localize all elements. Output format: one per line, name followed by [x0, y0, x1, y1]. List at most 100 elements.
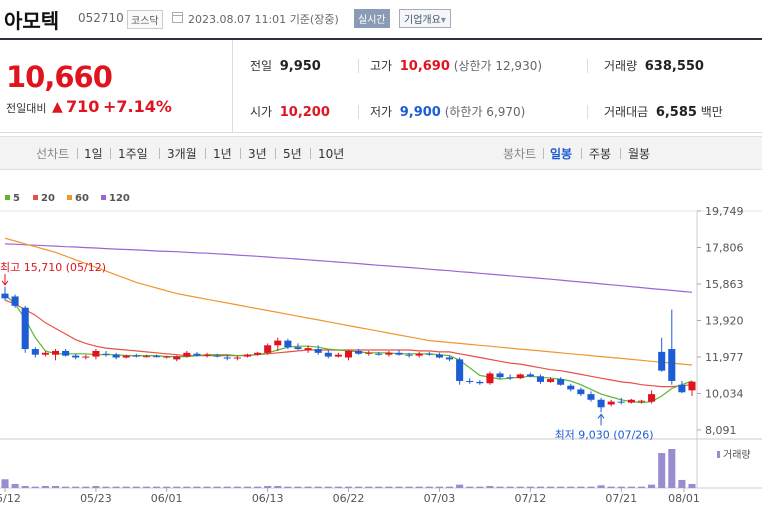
stock-name: 아모텍 — [4, 9, 60, 33]
volume-bar — [607, 486, 615, 488]
candle-body — [456, 359, 464, 381]
volume-bar — [233, 486, 241, 488]
volume-bar — [11, 483, 19, 488]
candle-body — [243, 354, 252, 357]
period-1d[interactable]: 1일 — [84, 147, 103, 161]
market-badge: 코스닥 — [127, 10, 163, 29]
volume-bar — [62, 486, 70, 488]
candle-body — [324, 352, 332, 357]
high-annotation: 최고 15,710 (05/12) — [0, 261, 106, 274]
legend-swatch — [67, 195, 72, 200]
candle-body — [547, 379, 555, 382]
company-info-button[interactable]: 기업개요▾ — [399, 9, 451, 28]
candle-body — [658, 351, 666, 371]
period-divider — [240, 148, 241, 159]
period-1w[interactable]: 1주일 — [118, 147, 148, 161]
candle-weekly[interactable]: 주봉 — [589, 147, 612, 161]
stat-open-label: 시가 — [250, 105, 273, 119]
y-tick-label: 15,863 — [705, 278, 744, 291]
quote-basis: 기준(장중) — [289, 13, 339, 26]
volume-bar — [496, 486, 504, 488]
volume-bar — [445, 486, 454, 488]
volume-bar — [51, 485, 60, 488]
candle-body — [344, 350, 353, 358]
candle-monthly[interactable]: 월봉 — [628, 147, 651, 161]
x-tick-label: 05/23 — [80, 492, 112, 505]
volume-bar — [314, 486, 322, 488]
volume-bar — [375, 486, 383, 488]
candle-chart-tab[interactable]: 봉차트 — [503, 147, 537, 161]
candle-body — [51, 350, 60, 355]
realtime-button[interactable]: 실시간 — [354, 9, 390, 28]
period-3m[interactable]: 3개월 — [167, 147, 197, 161]
price-summary: 10,660 전일대비 ▲ 710 +7.14% — [0, 40, 233, 132]
x-tick-label: 06/22 — [333, 492, 365, 505]
period-divider — [620, 148, 621, 159]
x-tick-label: 07/03 — [424, 492, 456, 505]
volume-bar — [223, 486, 231, 488]
volume-bar — [395, 486, 403, 488]
candle-body — [112, 354, 120, 358]
stat-divider — [587, 59, 588, 73]
x-tick-label: 07/12 — [515, 492, 547, 505]
volume-legend-label: 거래량 — [723, 449, 751, 461]
period-5y[interactable]: 5년 — [283, 147, 302, 161]
period-divider — [110, 148, 111, 159]
candle-body — [688, 381, 696, 391]
stat-amount-value: 6,585 — [655, 105, 697, 120]
volume-bar — [648, 484, 656, 488]
candle-body — [1, 293, 9, 299]
candle-daily[interactable]: 일봉 — [550, 147, 573, 161]
period-3y[interactable]: 3년 — [248, 147, 267, 161]
candle-body — [395, 352, 403, 355]
y-tick-label: 11,977 — [705, 351, 744, 364]
volume-bar — [627, 486, 635, 488]
candle-body — [233, 357, 241, 359]
stat-low: 저가 9,900 (하한가 6,970) — [370, 103, 525, 120]
legend-label: 120 — [109, 193, 130, 204]
volume-bar — [284, 486, 292, 488]
period-1y[interactable]: 1년 — [213, 147, 232, 161]
up-arrow-icon: ▲ — [52, 99, 63, 115]
candle-body — [476, 381, 484, 384]
stat-divider — [358, 105, 359, 119]
period-divider — [205, 148, 206, 159]
candle-body — [142, 356, 150, 358]
volume-bar — [163, 486, 171, 488]
x-tick-label: 06/13 — [252, 492, 284, 505]
period-divider — [543, 148, 544, 159]
price-change: 710 — [66, 97, 100, 116]
volume-bar — [243, 486, 252, 488]
candle-body — [102, 353, 110, 355]
candle-body — [607, 401, 615, 405]
candle-body — [617, 401, 625, 403]
y-tick-label: 8,091 — [705, 424, 737, 437]
stat-open-value: 10,200 — [279, 105, 330, 120]
line-chart-tab[interactable]: 선차트 — [36, 147, 70, 161]
candle-body — [11, 296, 19, 306]
volume-bar — [173, 486, 181, 488]
volume-bar — [365, 486, 373, 488]
stat-divider — [358, 59, 359, 73]
info-divider — [0, 132, 762, 133]
stat-volume: 거래량 638,550 — [604, 57, 704, 74]
volume-bar — [112, 486, 120, 488]
volume-bar — [385, 486, 393, 488]
candle-body — [163, 356, 171, 358]
stock-chart: 5 20 60 120 19,749 17,806 15,863 13,920 11,977 10… — [0, 193, 762, 505]
volume-bar — [82, 486, 90, 488]
candle-body — [425, 353, 433, 355]
volume-bar — [31, 486, 39, 488]
period-10y[interactable]: 10년 — [318, 147, 345, 161]
candle-body — [173, 356, 181, 360]
period-divider — [159, 148, 160, 159]
volume-bar — [456, 484, 464, 488]
legend-label: 5 — [13, 193, 20, 204]
candle-body — [193, 353, 201, 356]
candle-body — [526, 374, 534, 377]
candle-body — [41, 352, 49, 355]
volume-bar — [567, 486, 575, 488]
volume-bar — [193, 486, 201, 488]
low-arrow-icon — [597, 413, 605, 419]
legend-swatch — [101, 195, 106, 200]
